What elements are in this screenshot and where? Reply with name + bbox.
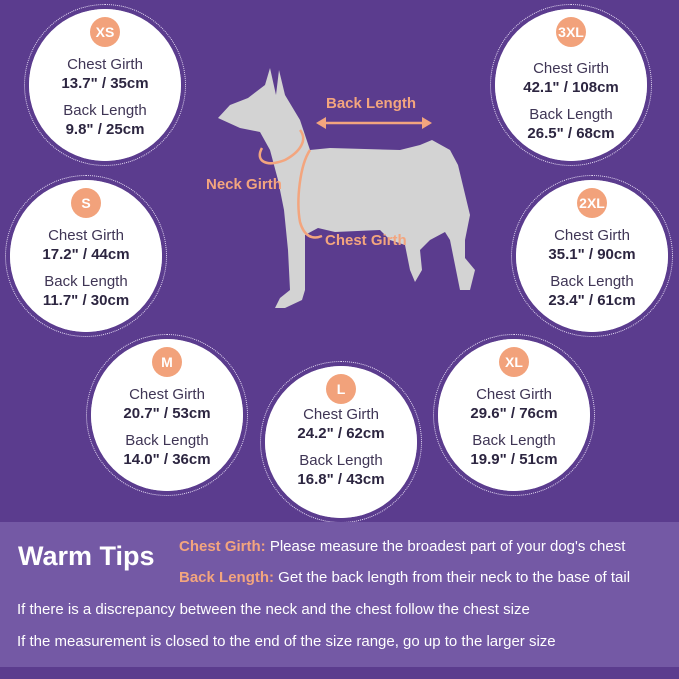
size-circle-m: M Chest Girth 20.7" / 53cm Back Length 1… (86, 334, 248, 496)
chest-girth-arrow (297, 149, 323, 239)
tip-key: Back Length: (179, 569, 275, 586)
size-circle-xl: XL Chest Girth 29.6" / 76cm Back Length … (433, 334, 595, 496)
size-circle-3xl: 3XL Chest Girth 42.1" / 108cm Back Lengt… (490, 4, 652, 166)
dog-silhouette (218, 68, 475, 308)
size-circle-xs: XS Chest Girth 13.7" / 35cm Back Length … (24, 4, 186, 166)
tip-discrepancy: If there is a discrepancy between the ne… (17, 601, 530, 618)
tip-text: Please measure the broadest part of your… (265, 538, 626, 555)
warm-tips-panel: Warm Tips Chest Girth: Please measure th… (0, 522, 679, 667)
arrow-head-left (316, 117, 326, 129)
tip-chest-girth: Chest Girth: Please measure the broadest… (179, 538, 625, 555)
back-length-diagram-label: Back Length (326, 95, 417, 112)
chest-girth-diagram-label: Chest Girth (325, 232, 407, 249)
arrow-head-right (422, 117, 432, 129)
tip-text: Get the back length from their neck to t… (274, 569, 631, 586)
warm-tips-title: Warm Tips (18, 541, 155, 571)
neck-girth-arrow (258, 129, 305, 165)
tip-key: Chest Girth: (179, 538, 266, 555)
neck-girth-diagram-label: Neck Girth (206, 176, 282, 193)
size-circle-2xl: 2XL Chest Girth 35.1" / 90cm Back Length… (511, 175, 673, 337)
tip-back-length: Back Length: Get the back length from th… (179, 569, 630, 586)
tip-size-up: If the measurement is closed to the end … (17, 633, 556, 650)
size-circle-l: L Chest Girth 24.2" / 62cm Back Length 1… (260, 361, 422, 523)
size-circle-s: S Chest Girth 17.2" / 44cm Back Length 1… (5, 175, 167, 337)
